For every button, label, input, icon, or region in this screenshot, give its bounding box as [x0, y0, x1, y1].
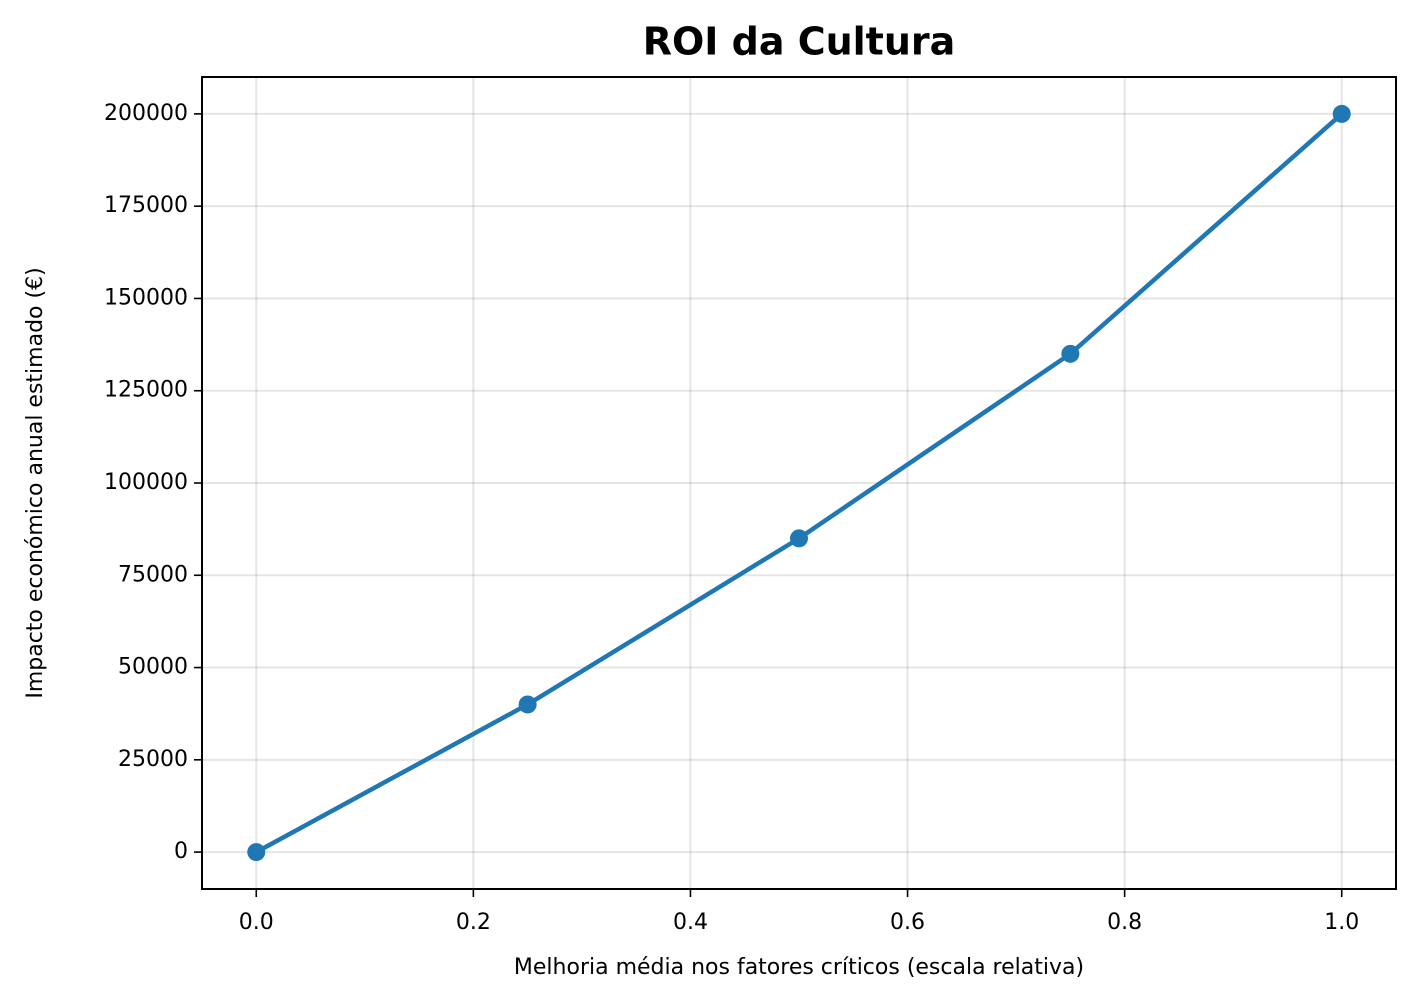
x-tick-label: 0.2	[456, 910, 491, 935]
chart-title: ROI da Cultura	[643, 20, 956, 64]
y-tick-label: 125000	[104, 378, 188, 403]
y-tick-label: 100000	[104, 470, 188, 495]
x-tick-label: 0.8	[1107, 910, 1142, 935]
data-point	[247, 843, 266, 862]
data-point	[1061, 344, 1080, 363]
x-tick-label: 1.0	[1324, 910, 1359, 935]
y-axis-label: Impacto económico anual estimado (€)	[23, 267, 48, 698]
x-tick-label: 0.0	[239, 910, 274, 935]
y-tick-label: 0	[174, 839, 188, 864]
plot-frame	[201, 76, 1397, 890]
y-tick-label: 75000	[118, 562, 188, 587]
y-tick-label: 25000	[118, 747, 188, 772]
x-tick-label: 0.6	[890, 910, 925, 935]
x-axis-label: Melhoria média nos fatores críticos (esc…	[514, 955, 1084, 980]
y-tick-label: 50000	[118, 655, 188, 680]
y-tick-label: 200000	[104, 101, 188, 126]
data-point	[790, 529, 808, 548]
y-tick-label: 175000	[104, 193, 188, 218]
y-tick-label: 150000	[104, 285, 188, 310]
data-point	[1332, 104, 1351, 123]
x-tick-label: 0.4	[673, 910, 708, 935]
data-point	[518, 695, 537, 714]
